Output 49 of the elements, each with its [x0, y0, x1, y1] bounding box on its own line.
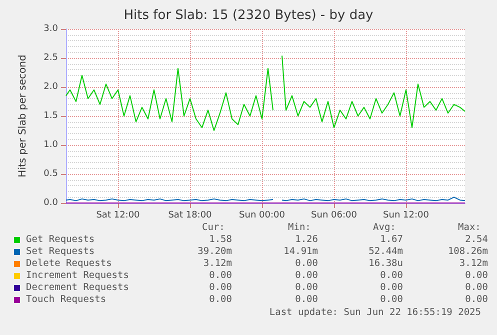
- text: 52.44m: [368, 246, 403, 257]
- text: 0.00: [294, 258, 318, 269]
- text: 39.20m: [196, 246, 232, 257]
- y-tick-label: 2.0: [44, 82, 58, 92]
- text: 0.00: [208, 294, 232, 305]
- legend-label: Increment Requests: [26, 270, 129, 281]
- text: 0.00: [294, 294, 318, 305]
- legend-label: Decrement Requests: [26, 282, 129, 293]
- x-tick-label: Sat 18:00: [168, 210, 212, 220]
- text: 0.00: [379, 282, 403, 293]
- text: Cur:: [202, 222, 225, 233]
- y-tick-label: 3.0: [44, 24, 58, 34]
- text: 14.91m: [282, 246, 318, 257]
- x-tick-label: Sun 06:00: [311, 210, 358, 220]
- text: 0.00: [464, 270, 488, 281]
- text: 0.00: [208, 282, 232, 293]
- x-tick-label: Sun 00:00: [239, 210, 286, 220]
- text: Max:: [458, 222, 481, 233]
- y-tick-label: 2.5: [44, 53, 58, 63]
- text: 2.54: [464, 234, 488, 245]
- text: 1.67: [379, 234, 403, 245]
- text: 3.12m: [202, 258, 232, 269]
- text: 108.26m: [446, 246, 488, 257]
- text: 0.00: [294, 282, 318, 293]
- y-tick-label: 1.0: [44, 140, 58, 150]
- text: 1.58: [208, 234, 232, 245]
- text: 0.00: [464, 294, 488, 305]
- chart-title: Hits for Slab: 15 (2320 Bytes) - by day: [124, 8, 374, 23]
- y-axis-title: Hits per Slab per second: [18, 54, 28, 178]
- legend-label: Delete Requests: [26, 258, 112, 269]
- text: 1.26: [294, 234, 318, 245]
- text: 0.00: [464, 282, 488, 293]
- y-tick-label: 1.5: [44, 111, 58, 121]
- text: 0.00: [379, 270, 403, 281]
- x-tick-label: Sun 12:00: [383, 210, 430, 220]
- legend-label: Set Requests: [26, 246, 95, 257]
- text: Avg:: [373, 222, 396, 233]
- text: 0.00: [208, 270, 232, 281]
- text: 0.00: [379, 294, 403, 305]
- text: Min:: [288, 222, 311, 233]
- legend-label: Get Requests: [26, 234, 95, 245]
- text: Last update: Sun Jun 22 16:55:19 2025: [269, 307, 481, 318]
- legend-label: Touch Requests: [26, 294, 106, 305]
- y-tick-label: 0.0: [44, 198, 58, 208]
- text: 16.38u: [368, 258, 403, 269]
- x-tick-label: Sat 12:00: [96, 210, 140, 220]
- text: 0.00: [294, 270, 318, 281]
- y-tick-label: 0.5: [44, 169, 58, 179]
- text: 3.12m: [458, 258, 488, 269]
